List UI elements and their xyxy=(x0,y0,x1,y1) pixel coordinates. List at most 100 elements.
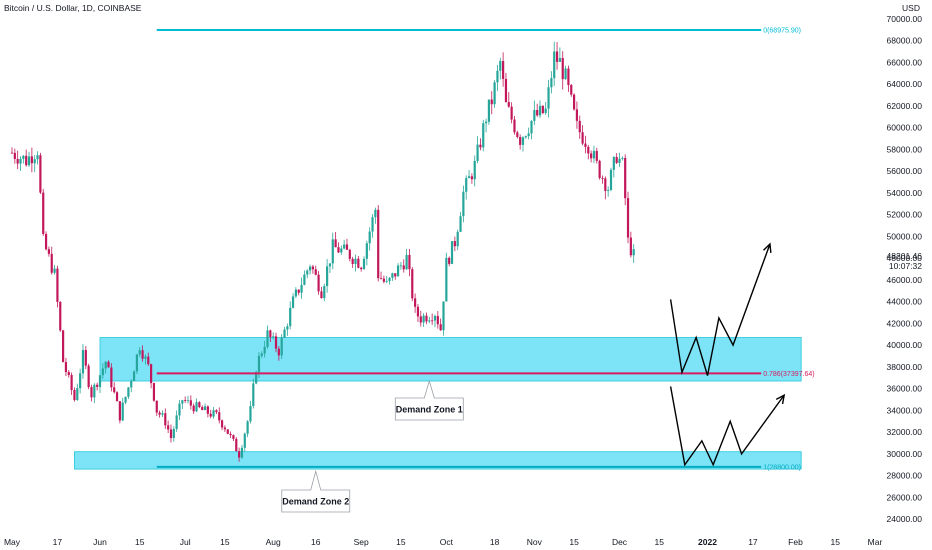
candle-body xyxy=(127,387,130,397)
candle xyxy=(360,266,363,272)
candle xyxy=(624,154,627,206)
candle-body xyxy=(555,51,559,62)
candle xyxy=(135,353,139,374)
price-axis[interactable]: 24000.00 26000.00 28000.00 30000.00 32000.00… xyxy=(887,14,923,524)
candle-body xyxy=(87,365,90,388)
candle xyxy=(365,240,368,266)
candle xyxy=(220,419,224,431)
candle xyxy=(107,360,110,368)
candle xyxy=(609,167,613,192)
y-tick-label: 62000.00 xyxy=(887,101,923,111)
candle-body xyxy=(158,412,161,415)
candle-body xyxy=(396,265,400,277)
candle-body xyxy=(499,61,502,71)
candle-body xyxy=(527,133,530,137)
candle xyxy=(632,244,635,263)
candle-body xyxy=(399,265,403,267)
candle xyxy=(538,100,542,118)
candle-body xyxy=(428,320,431,322)
time-axis[interactable]: May 17 Jun 15 Jul 15 Aug 16 Sep 15 Oct 18 Nov 15 Dec 15… xyxy=(4,537,883,547)
candle xyxy=(104,361,107,374)
candle xyxy=(507,92,510,108)
candle xyxy=(289,301,292,330)
fib-level-label-0: 0(68975.90) xyxy=(763,28,801,35)
candle-body xyxy=(334,239,337,248)
candle xyxy=(138,347,141,358)
y-tick-label: 48000.00 xyxy=(887,253,923,263)
candle-body xyxy=(113,387,116,393)
candle xyxy=(465,175,468,200)
y-tick-label: 66000.00 xyxy=(887,57,923,67)
candle xyxy=(570,84,573,97)
candle xyxy=(280,334,283,359)
candle xyxy=(377,205,380,282)
candle xyxy=(604,176,607,200)
candle-body xyxy=(303,274,306,285)
candle-body xyxy=(238,451,241,458)
candle-body xyxy=(570,85,573,95)
candle-body xyxy=(465,178,468,192)
candle xyxy=(147,352,150,366)
candle-body xyxy=(198,402,201,408)
candle-body xyxy=(255,372,258,384)
candle xyxy=(272,332,275,340)
y-tick-label: 38000.00 xyxy=(887,362,923,372)
candle-body xyxy=(479,144,482,148)
candle xyxy=(504,72,508,103)
candle-body xyxy=(306,270,309,275)
candle-body xyxy=(530,120,533,134)
candle xyxy=(598,159,601,180)
x-tick-label: 15 xyxy=(396,537,406,547)
candle-body xyxy=(269,330,272,338)
candle-body xyxy=(22,155,25,159)
candle-body xyxy=(388,277,391,282)
candle xyxy=(155,400,158,416)
candle-body xyxy=(379,278,383,279)
candle-body xyxy=(394,273,397,277)
candle-body xyxy=(595,150,598,161)
candle-body xyxy=(101,368,104,376)
candle xyxy=(541,105,544,115)
candle xyxy=(175,410,178,432)
x-tick-label: May xyxy=(4,537,21,547)
candle-body xyxy=(220,420,224,428)
candle xyxy=(536,103,539,117)
candle xyxy=(115,391,119,402)
candle-body xyxy=(414,298,417,307)
y-tick-label: 56000.00 xyxy=(887,166,923,176)
candle xyxy=(345,238,349,250)
candle xyxy=(132,370,136,382)
zone-callout-label-2: Demand Zone 2 xyxy=(282,497,349,507)
candle-body xyxy=(195,402,198,412)
candle xyxy=(308,264,312,275)
candle-body xyxy=(223,427,227,430)
candle xyxy=(561,51,564,90)
candle xyxy=(530,120,533,140)
candle-body xyxy=(107,361,110,368)
x-tick-label: 15 xyxy=(655,537,665,547)
candle xyxy=(195,398,198,413)
candle xyxy=(592,145,596,164)
candle xyxy=(178,400,181,421)
candle xyxy=(87,363,90,390)
candle-body xyxy=(453,241,456,247)
zone-callout-box-2 xyxy=(281,469,351,513)
candle-body xyxy=(70,375,73,391)
candle xyxy=(161,410,164,417)
candle xyxy=(215,409,218,415)
candle-body xyxy=(243,433,246,448)
candle-body xyxy=(203,406,207,411)
candle-body xyxy=(436,316,439,325)
candle xyxy=(277,346,280,361)
candle xyxy=(595,147,598,164)
candle xyxy=(189,395,192,410)
candle xyxy=(218,407,221,424)
candle xyxy=(36,151,39,165)
candle xyxy=(436,311,439,329)
candle xyxy=(320,286,323,299)
candle xyxy=(235,437,238,452)
candle-body xyxy=(13,152,16,159)
candle-body xyxy=(36,155,39,160)
candle xyxy=(584,135,587,154)
